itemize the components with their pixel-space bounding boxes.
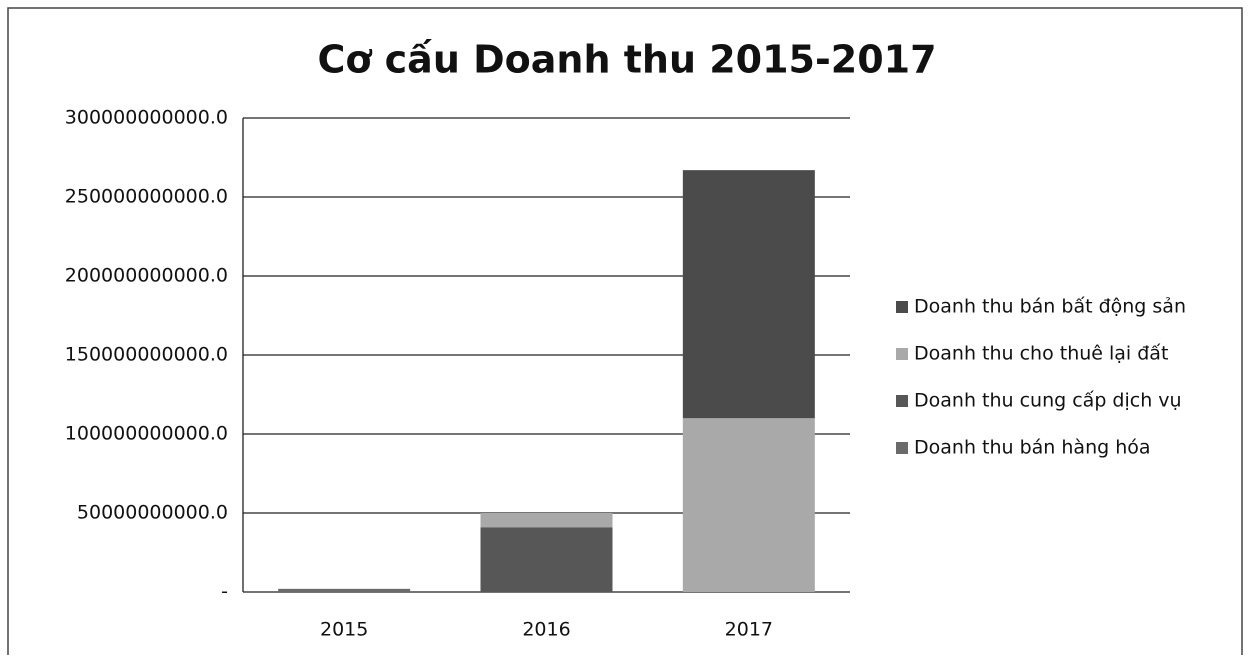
legend-swatch xyxy=(896,348,908,360)
legend-swatch xyxy=(896,301,908,313)
legend-label: Doanh thu cho thuê lại đất xyxy=(914,343,1168,365)
y-tick-label: 50000000000.0 xyxy=(77,502,228,524)
legend-label: Doanh thu bán bất động sản xyxy=(914,296,1186,318)
legend-label: Doanh thu bán hàng hóa xyxy=(914,437,1151,459)
y-tick-label: 200000000000.0 xyxy=(65,265,228,287)
chart-frame xyxy=(7,7,1243,659)
legend-swatch xyxy=(896,395,908,407)
bar-segment xyxy=(480,527,613,592)
y-tick-label: - xyxy=(221,581,228,603)
legend-label: Doanh thu cung cấp dịch vụ xyxy=(914,390,1182,412)
legend-swatch xyxy=(896,442,908,454)
bar-segment xyxy=(682,170,815,419)
chart-title: Cơ cấu Doanh thu 2015-2017 xyxy=(317,38,936,82)
y-tick-label: 250000000000.0 xyxy=(65,186,228,208)
y-tick-label: 100000000000.0 xyxy=(65,423,228,445)
y-tick-label: 300000000000.0 xyxy=(65,107,228,129)
bar-segment xyxy=(682,418,815,592)
y-tick-label: 150000000000.0 xyxy=(65,344,228,366)
x-tick-label: 2015 xyxy=(320,619,368,641)
bar-segment xyxy=(480,513,613,528)
x-tick-label: 2016 xyxy=(522,619,570,641)
x-tick-label: 2017 xyxy=(725,619,773,641)
bar-segment xyxy=(278,588,411,592)
